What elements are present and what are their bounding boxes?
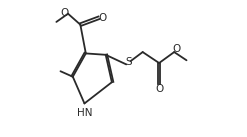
Text: O: O (155, 84, 163, 94)
Text: HN: HN (77, 108, 92, 118)
Text: O: O (61, 8, 69, 18)
Text: O: O (98, 13, 106, 23)
Text: S: S (125, 57, 132, 67)
Text: O: O (173, 44, 181, 54)
